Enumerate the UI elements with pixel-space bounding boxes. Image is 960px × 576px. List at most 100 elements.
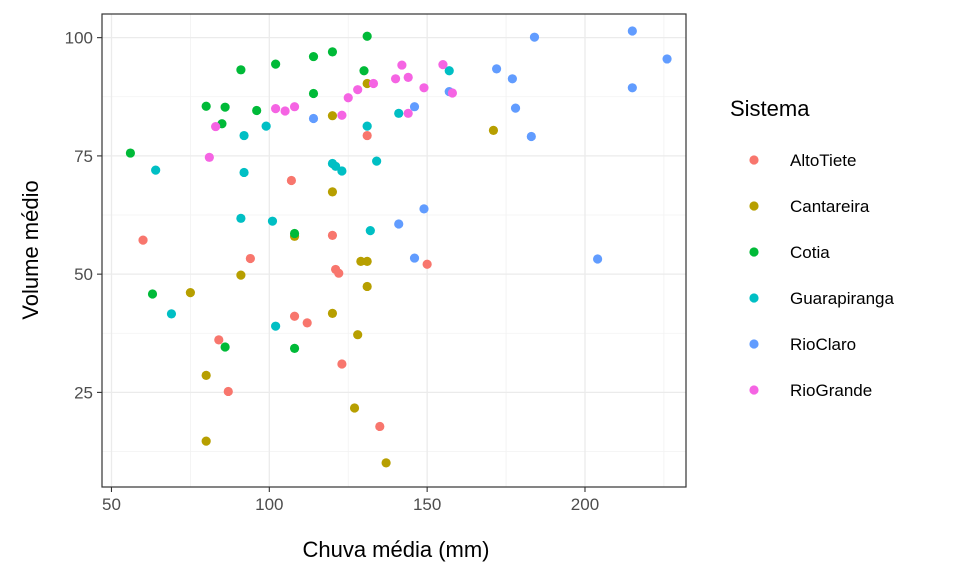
x-tick-label: 150 <box>413 495 441 514</box>
point-altotiete <box>286 175 297 186</box>
point-guarapiranga <box>239 130 249 141</box>
panel-border <box>101 13 687 488</box>
legend-key-rioclaro <box>749 339 759 349</box>
point-rioclaro <box>419 204 429 214</box>
legend-key-cotia <box>749 247 759 257</box>
legend-key-altotiete <box>749 155 759 165</box>
point-cantareira <box>201 370 211 380</box>
point-cotia <box>220 102 230 112</box>
point-altotiete <box>362 130 372 141</box>
point-cantareira <box>362 256 372 266</box>
point-guarapiranga <box>372 156 382 166</box>
point-cotia <box>289 343 300 354</box>
point-riogrande <box>403 108 413 118</box>
point-riogrande <box>343 93 353 103</box>
x-axis: 50 100 150 200 <box>102 487 599 514</box>
point-riogrande <box>419 83 429 93</box>
point-guarapiranga <box>151 165 161 175</box>
data-points <box>125 26 672 468</box>
point-altotiete <box>422 259 432 269</box>
point-altotiete <box>289 311 300 321</box>
legend-key-cantareira <box>749 201 759 211</box>
point-cantareira <box>362 78 372 89</box>
point-guarapiranga <box>236 213 246 223</box>
point-cantareira <box>327 308 338 319</box>
point-altotiete <box>223 386 233 397</box>
point-riogrande <box>397 60 407 70</box>
legend-label-altotiete: AltoTiete <box>790 151 856 170</box>
point-riogrande <box>368 78 379 89</box>
y-axis: 25 50 75 100 <box>65 29 102 402</box>
point-cantareira <box>349 403 360 413</box>
point-rioclaro <box>529 32 540 42</box>
point-cotia <box>308 88 319 99</box>
point-cantareira <box>327 187 338 197</box>
point-cantareira <box>185 287 195 298</box>
point-altotiete <box>302 318 312 328</box>
y-tick-label: 100 <box>65 29 93 48</box>
y-tick-label: 25 <box>74 383 93 402</box>
x-tick-label: 100 <box>255 495 283 514</box>
point-riogrande <box>271 104 281 114</box>
point-cotia <box>220 342 230 352</box>
legend: Sistema AltoTiete Cantareira Cotia Guarapir… <box>730 96 895 400</box>
point-riogrande <box>280 106 290 116</box>
point-guarapiranga <box>166 309 177 319</box>
point-altotiete <box>327 230 338 240</box>
point-cantareira <box>381 458 391 468</box>
point-altotiete <box>334 268 344 278</box>
point-riogrande <box>204 152 214 162</box>
point-cotia <box>308 51 319 62</box>
point-altotiete <box>375 421 385 432</box>
point-rioclaro <box>593 254 603 264</box>
point-guarapiranga <box>444 66 454 76</box>
point-rioclaro <box>394 219 404 229</box>
point-cotia <box>359 66 369 76</box>
point-riogrande <box>403 72 413 82</box>
point-guarapiranga <box>331 161 341 171</box>
minor-gridlines <box>102 14 686 487</box>
point-guarapiranga <box>267 216 278 226</box>
point-guarapiranga <box>337 166 347 176</box>
legend-label-riogrande: RioGrande <box>790 381 872 400</box>
point-cantareira <box>488 125 499 135</box>
point-cotia <box>271 59 281 69</box>
point-cantareira <box>353 330 363 340</box>
x-axis-title: Chuva média (mm) <box>302 537 489 562</box>
point-rioclaro <box>627 83 637 93</box>
point-rioclaro <box>526 131 536 142</box>
point-guarapiranga <box>365 226 375 236</box>
point-cotia <box>289 228 300 239</box>
point-rioclaro <box>409 102 420 112</box>
point-guarapiranga <box>362 121 372 131</box>
point-rioclaro <box>491 64 502 74</box>
point-riogrande <box>353 85 363 95</box>
point-riogrande <box>289 102 300 112</box>
legend-label-cantareira: Cantareira <box>790 197 870 216</box>
y-tick-label: 50 <box>74 265 93 284</box>
point-riogrande <box>438 60 448 70</box>
legend-label-rioclaro: RioClaro <box>790 335 856 354</box>
legend-label-cotia: Cotia <box>790 243 830 262</box>
point-guarapiranga <box>271 321 281 331</box>
point-cotia <box>125 148 136 158</box>
point-altotiete <box>337 359 347 369</box>
point-cantareira <box>201 436 211 446</box>
point-cantareira <box>356 256 366 266</box>
y-axis-title: Volume médio <box>18 180 43 319</box>
point-cotia <box>362 31 372 41</box>
point-guarapiranga <box>394 108 404 118</box>
point-guarapiranga <box>261 121 271 131</box>
point-altotiete <box>245 253 255 264</box>
point-riogrande <box>390 74 401 84</box>
legend-label-guarapiranga: Guarapiranga <box>790 289 895 308</box>
point-cotia <box>236 65 246 75</box>
point-rioclaro <box>510 103 521 113</box>
point-riogrande <box>447 88 457 98</box>
point-rioclaro <box>507 74 517 84</box>
x-tick-label: 50 <box>102 495 121 514</box>
point-cotia <box>327 47 338 57</box>
legend-title: Sistema <box>730 96 810 121</box>
